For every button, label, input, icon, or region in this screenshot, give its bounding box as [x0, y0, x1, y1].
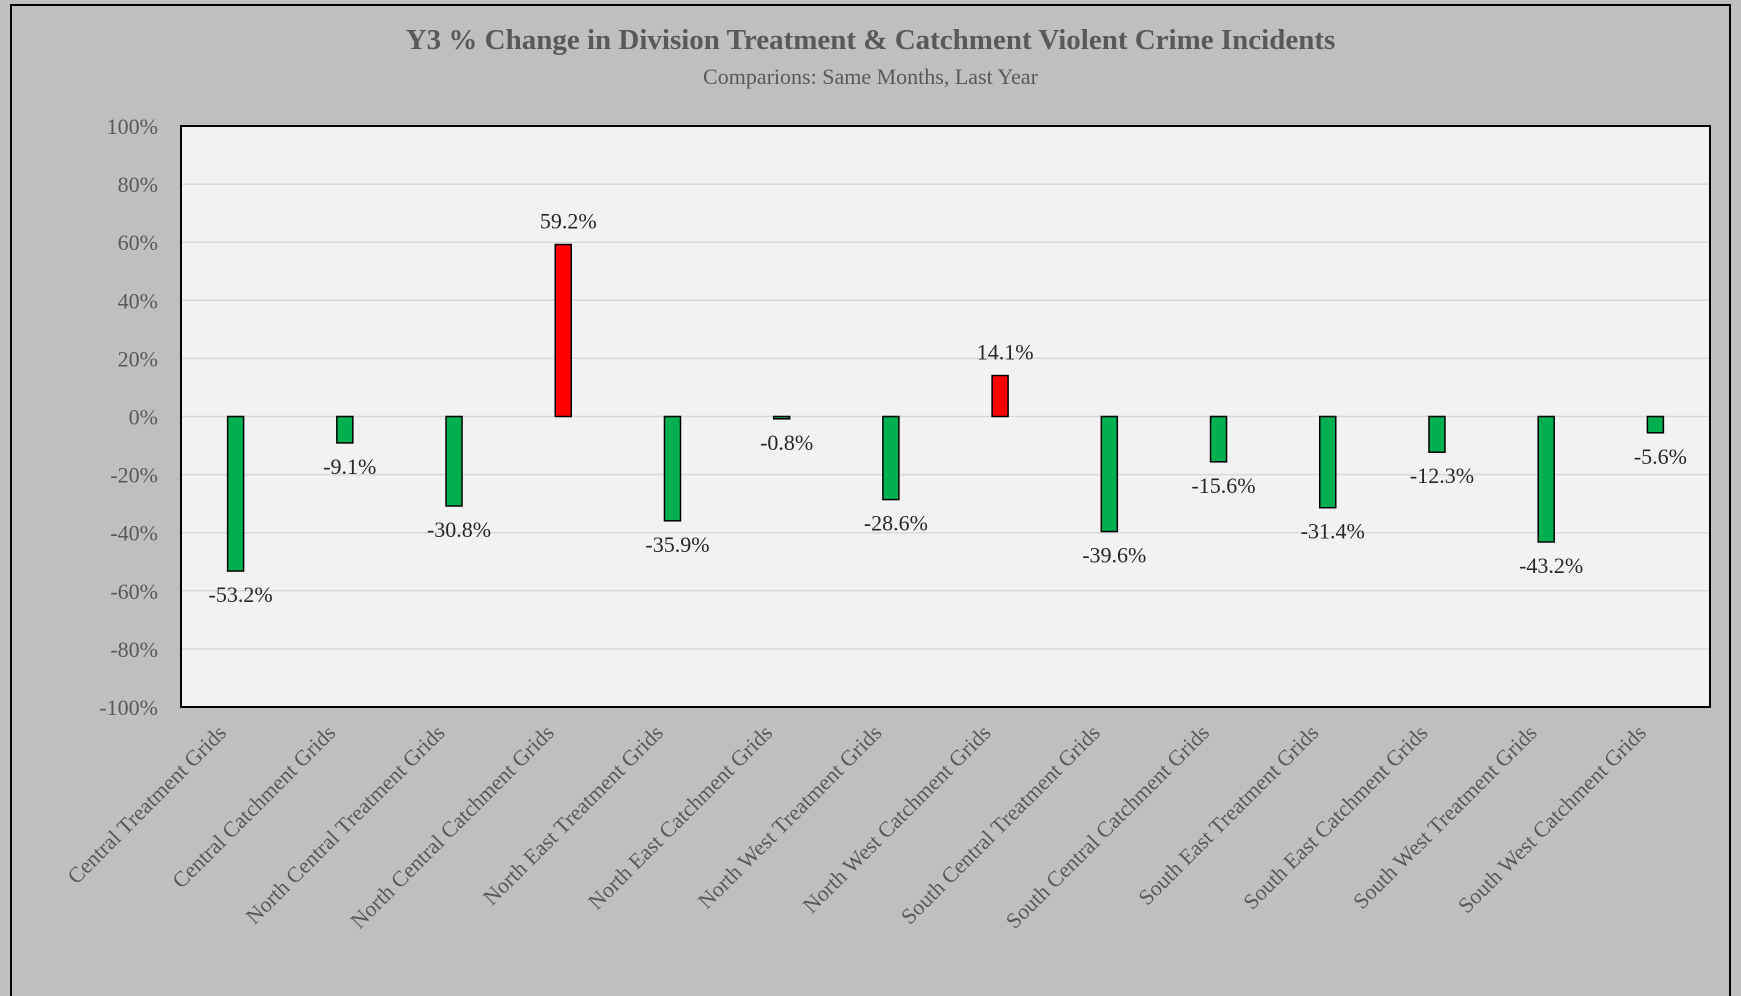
x-category-label: North West Treatment Grids: [693, 720, 887, 914]
x-category-label: South East Catchment Grids: [1238, 720, 1432, 914]
y-tick-label: -100%: [99, 695, 158, 720]
chart-subtitle: Comparions: Same Months, Last Year: [703, 64, 1038, 89]
bar: [882, 415, 900, 501]
x-category-label: South East Treatment Grids: [1133, 720, 1323, 910]
x-category-label: South Central Treatment Grids: [896, 720, 1105, 929]
plot-border: [180, 125, 1711, 708]
chart-title: Y3 % Change in Division Treatment & Catc…: [405, 24, 1336, 56]
x-category-label: North Central Catchment Grids: [345, 720, 558, 933]
bar: [226, 415, 245, 572]
y-axis: 100% 80% 60% 40% 20% 0% -20% -40% -60% -80% -100%: [99, 114, 158, 720]
data-label: -31.4%: [1301, 519, 1365, 544]
y-tick-label: 80%: [118, 172, 158, 197]
bar: [1537, 415, 1555, 543]
data-label: -30.8%: [427, 517, 491, 542]
bar: [663, 415, 682, 522]
data-label: -28.6%: [864, 511, 928, 536]
x-category-label: North East Treatment Grids: [478, 720, 668, 910]
bar: [1646, 415, 1665, 434]
bar: [1100, 415, 1119, 533]
y-tick-label: -40%: [110, 521, 158, 546]
x-category-label: South West Catchment Grids: [1453, 720, 1651, 918]
y-tick-label: 40%: [118, 288, 158, 313]
bar: [991, 374, 1009, 418]
y-tick-label: -20%: [110, 463, 158, 488]
bar: [445, 415, 463, 507]
bar: [336, 415, 354, 444]
y-tick-label: -80%: [110, 637, 158, 662]
data-label: -0.8%: [760, 430, 813, 455]
bar: [772, 415, 791, 420]
data-label: -39.6%: [1082, 543, 1146, 568]
bar: [1319, 415, 1337, 509]
bar: [1209, 415, 1228, 463]
y-tick-label: 60%: [118, 230, 158, 255]
y-tick-label: -60%: [110, 579, 158, 604]
data-label: 59.2%: [540, 209, 597, 234]
data-labels: -53.2% -9.1% -30.8% 59.2% -35.9% -0.8% -28.6% 1…: [209, 209, 1687, 608]
bar: [1428, 415, 1446, 453]
x-category-label: North West Catchment Grids: [798, 720, 996, 918]
x-category-label: North East Catchment Grids: [583, 720, 777, 914]
data-label: -5.6%: [1634, 444, 1687, 469]
x-category-label: South Central Catchment Grids: [1001, 720, 1214, 933]
bars: [226, 243, 1665, 572]
data-label: -53.2%: [209, 582, 273, 607]
data-label: -35.9%: [645, 532, 709, 557]
y-tick-label: 100%: [107, 114, 158, 139]
x-category-label: South West Treatment Grids: [1348, 720, 1542, 914]
data-label: -15.6%: [1191, 473, 1255, 498]
y-tick-label: 0%: [129, 405, 158, 430]
data-label: -12.3%: [1410, 463, 1474, 488]
data-label: 14.1%: [977, 340, 1034, 365]
x-category-label: North Central Treatment Grids: [240, 720, 449, 929]
y-tick-label: 20%: [118, 346, 158, 371]
bar: [554, 243, 572, 418]
data-label: -9.1%: [323, 454, 376, 479]
data-label: -43.2%: [1519, 553, 1583, 578]
